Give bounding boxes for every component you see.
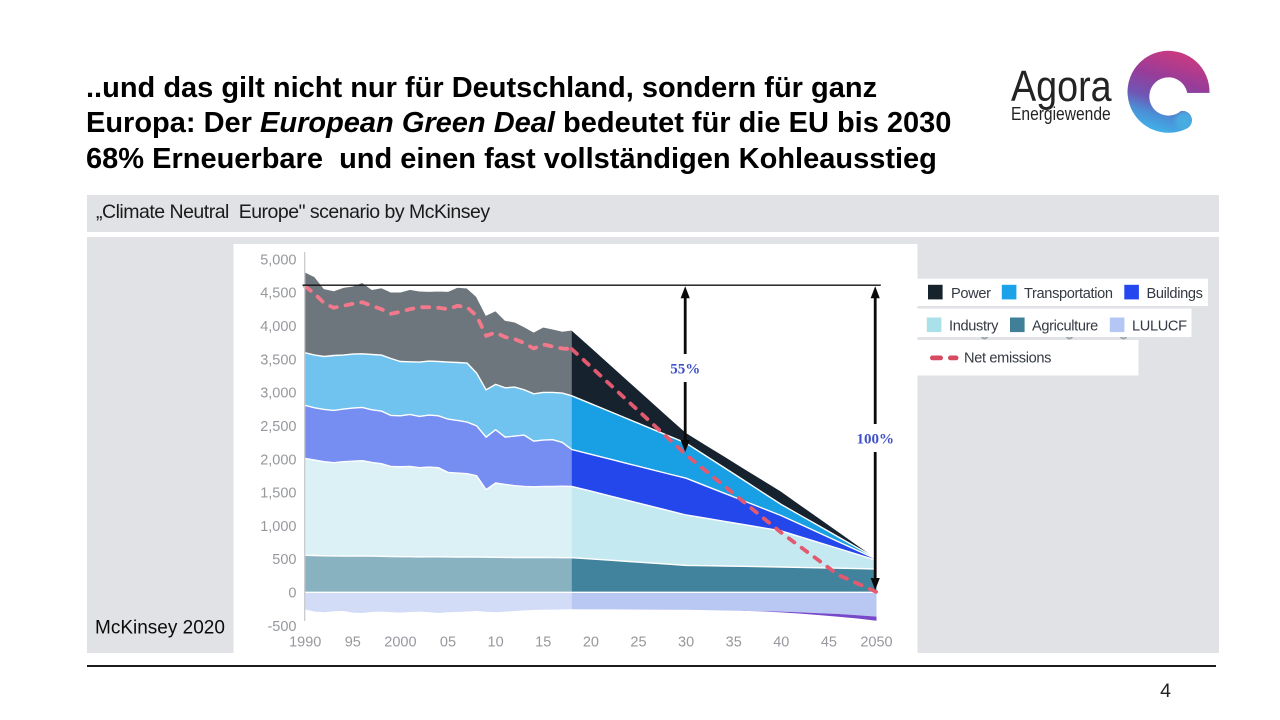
svg-text:20: 20 [582, 635, 598, 651]
svg-text:4,000: 4,000 [260, 319, 296, 335]
svg-text:3,000: 3,000 [260, 386, 296, 402]
svg-text:500: 500 [272, 552, 296, 568]
svg-text:Power: Power [951, 286, 991, 302]
svg-text:1990: 1990 [289, 635, 321, 651]
svg-text:10: 10 [487, 635, 503, 651]
svg-text:Agriculture: Agriculture [1032, 319, 1098, 335]
svg-text:2000: 2000 [384, 635, 416, 651]
svg-text:05: 05 [439, 635, 455, 651]
svg-text:2,500: 2,500 [260, 419, 296, 435]
svg-text:25: 25 [630, 635, 646, 651]
svg-text:40: 40 [773, 635, 789, 651]
svg-text:Buildings: Buildings [1146, 286, 1202, 302]
svg-text:55%: 55% [670, 362, 700, 378]
svg-text:Net emissions: Net emissions [964, 351, 1051, 367]
svg-text:1,000: 1,000 [260, 519, 296, 535]
svg-text:100%: 100% [856, 432, 894, 448]
svg-text:45: 45 [820, 635, 836, 651]
svg-text:McKinsey 2020: McKinsey 2020 [95, 618, 225, 639]
svg-text:95: 95 [344, 635, 360, 651]
svg-text:0: 0 [288, 586, 296, 602]
svg-text:2,000: 2,000 [260, 452, 296, 468]
svg-text:15: 15 [535, 635, 551, 651]
svg-text:35: 35 [725, 635, 741, 651]
svg-text:30: 30 [678, 635, 694, 651]
svg-text:LULUCF: LULUCF [1132, 319, 1187, 335]
svg-text:4,500: 4,500 [260, 286, 296, 302]
svg-text:3,500: 3,500 [260, 352, 296, 368]
svg-text:5,000: 5,000 [260, 252, 296, 268]
svg-text:-500: -500 [267, 619, 296, 635]
svg-text:2050: 2050 [860, 635, 892, 651]
svg-text:1,500: 1,500 [260, 486, 296, 502]
svg-text:Industry: Industry [949, 319, 999, 335]
svg-text:Transportation: Transportation [1024, 286, 1113, 302]
